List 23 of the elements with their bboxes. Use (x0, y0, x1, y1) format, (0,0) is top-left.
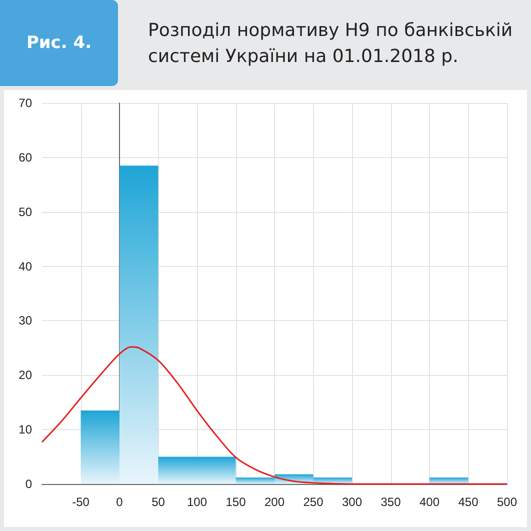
x-tick-label: 50 (152, 495, 166, 509)
x-tick-label: 250 (303, 495, 324, 509)
y-tick-label: 70 (18, 96, 32, 110)
x-tick-label: 500 (496, 495, 518, 509)
x-tick-label: 150 (226, 495, 246, 509)
x-tick-label: 200 (264, 495, 285, 509)
y-tick-label: 0 (25, 477, 32, 491)
x-tick-label: -50 (72, 495, 90, 509)
y-tick-label: 60 (18, 150, 32, 164)
y-tick-label: 50 (18, 204, 32, 219)
x-tick-label: 400 (419, 495, 440, 509)
y-tick-label: 30 (18, 314, 32, 328)
x-tick-label: 450 (458, 495, 479, 509)
text: Рис. 4. (0, 0, 118, 86)
y-tick-label: 40 (18, 259, 32, 274)
x-tick-label: 350 (380, 495, 402, 509)
chart-title: Розподіл нормативу Н9 по банківській системі України на 01.01.2018 р. (148, 19, 514, 69)
y-tick-label: 20 (18, 368, 32, 382)
x-tick-label: 300 (342, 495, 362, 509)
x-tick-label: 100 (186, 495, 208, 509)
x-tick-label: 0 (116, 495, 124, 509)
y-tick-label: 10 (18, 422, 32, 437)
line-series (41, 346, 508, 485)
